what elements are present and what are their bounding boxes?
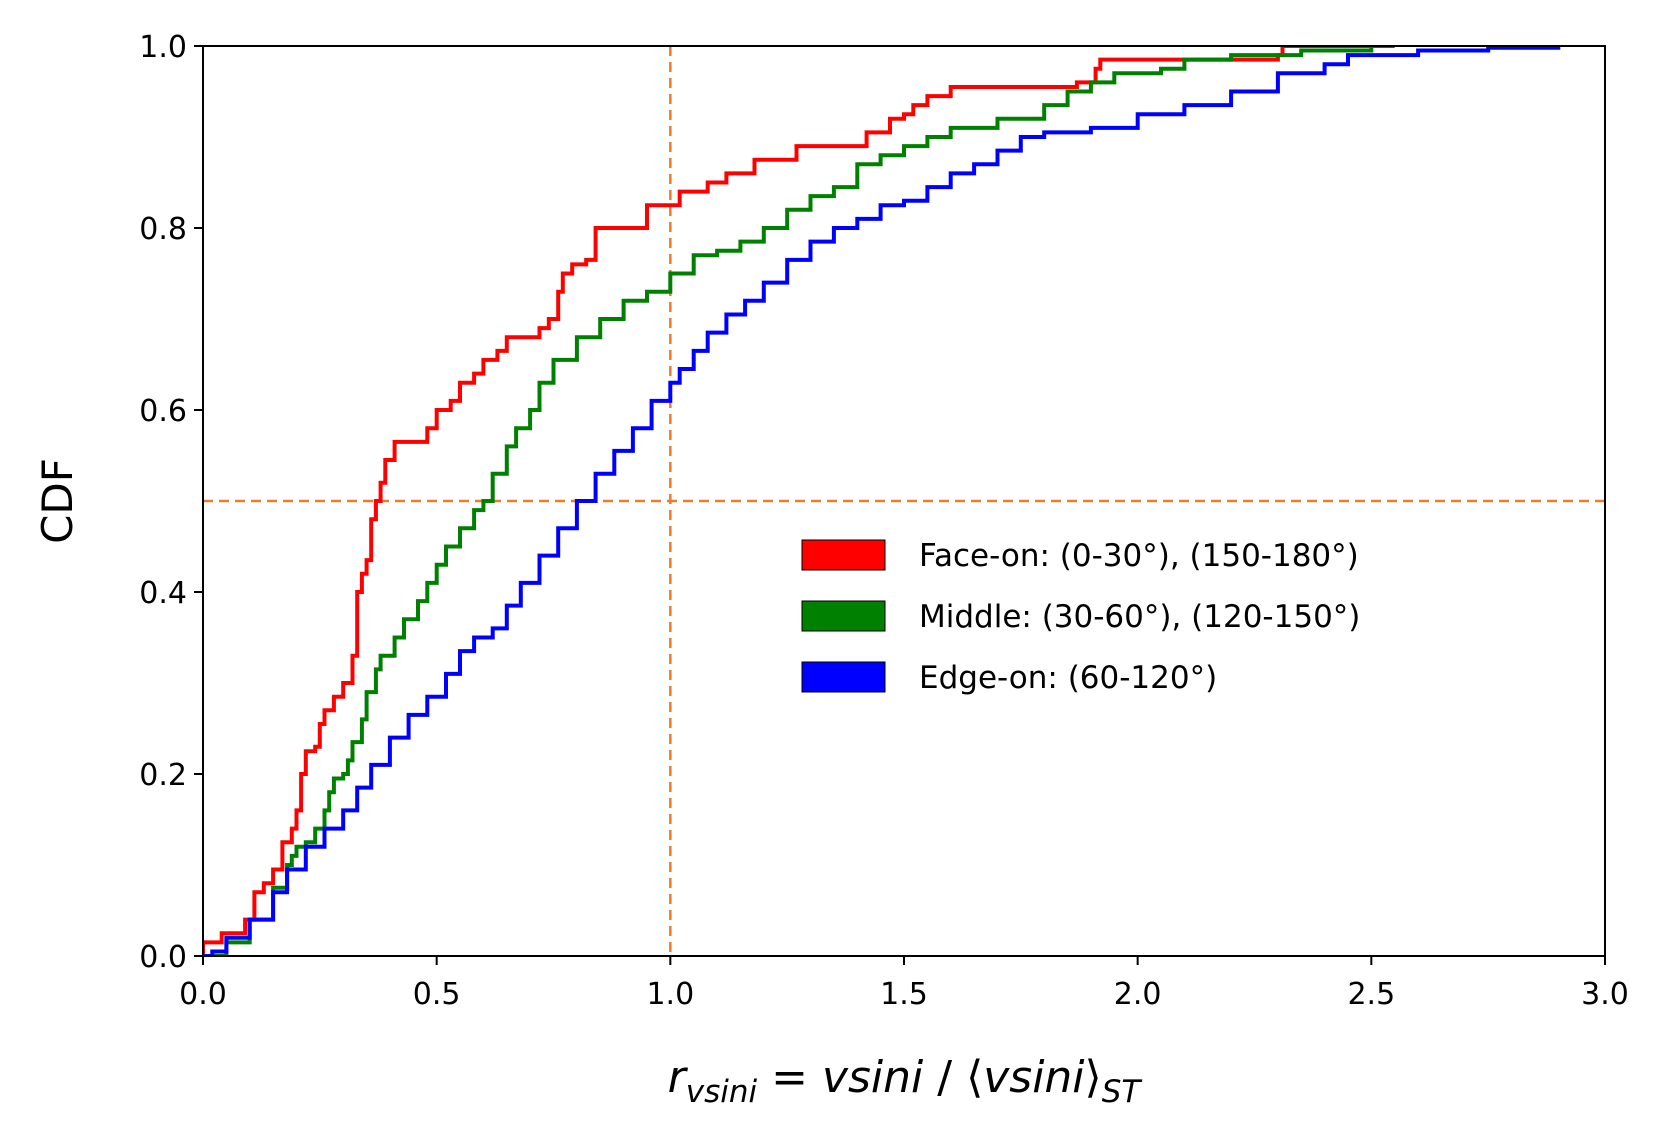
x-label-r-subscript: vsini bbox=[686, 1074, 758, 1110]
reference-lines bbox=[203, 46, 1605, 956]
x-tick-label: 3.0 bbox=[1581, 977, 1629, 1012]
y-axis-label: CDF bbox=[33, 458, 82, 544]
series-line-1 bbox=[203, 46, 1395, 956]
x-axis-label: rvsini = vsini / ⟨vsini⟩ST bbox=[668, 1052, 1143, 1110]
y-axis-ticks: 0.0 0.2 0.4 0.6 0.8 1.0 bbox=[139, 30, 203, 975]
x-tick-label: 1.0 bbox=[646, 977, 694, 1012]
series-lines bbox=[203, 46, 1561, 956]
x-tick-label: 2.0 bbox=[1114, 977, 1162, 1012]
legend-swatch bbox=[801, 600, 886, 632]
y-tick-label: 0.4 bbox=[139, 576, 187, 611]
x-label-separator: / bbox=[923, 1052, 966, 1103]
x-label-denominator: vsini bbox=[983, 1052, 1085, 1103]
x-label-left-angle: ⟨ bbox=[966, 1052, 983, 1103]
legend-label: Middle: (30-60°), (120-150°) bbox=[919, 599, 1360, 635]
legend-swatch bbox=[801, 539, 886, 571]
legend-label: Face-on: (0-30°), (150-180°) bbox=[919, 538, 1359, 574]
x-tick-label: 0.5 bbox=[413, 977, 461, 1012]
y-tick-label: 1.0 bbox=[139, 30, 187, 65]
x-tick-label: 1.5 bbox=[880, 977, 928, 1012]
series-line-2 bbox=[203, 46, 1561, 956]
y-tick-label: 0.0 bbox=[139, 940, 187, 975]
legend-swatch bbox=[801, 661, 886, 693]
y-tick-label: 0.2 bbox=[139, 758, 187, 793]
x-label-equals: = bbox=[757, 1052, 822, 1103]
x-tick-label: 0.0 bbox=[179, 977, 227, 1012]
x-label-right-angle: ⟩ bbox=[1085, 1052, 1102, 1103]
legend-label: Edge-on: (60-120°) bbox=[919, 660, 1217, 696]
x-label-st-subscript: ST bbox=[1102, 1074, 1143, 1110]
legend: Face-on: (0-30°), (150-180°) Middle: (30-… bbox=[801, 538, 1360, 696]
x-label-numerator: vsini bbox=[822, 1052, 924, 1103]
x-label-r: r bbox=[668, 1052, 689, 1103]
y-tick-label: 0.8 bbox=[139, 212, 187, 247]
x-axis-ticks: 0.0 0.5 1.0 1.5 2.0 2.5 3.0 bbox=[179, 956, 1629, 1012]
y-tick-label: 0.6 bbox=[139, 394, 187, 429]
series-line-0 bbox=[203, 46, 1372, 956]
x-tick-label: 2.5 bbox=[1347, 977, 1395, 1012]
